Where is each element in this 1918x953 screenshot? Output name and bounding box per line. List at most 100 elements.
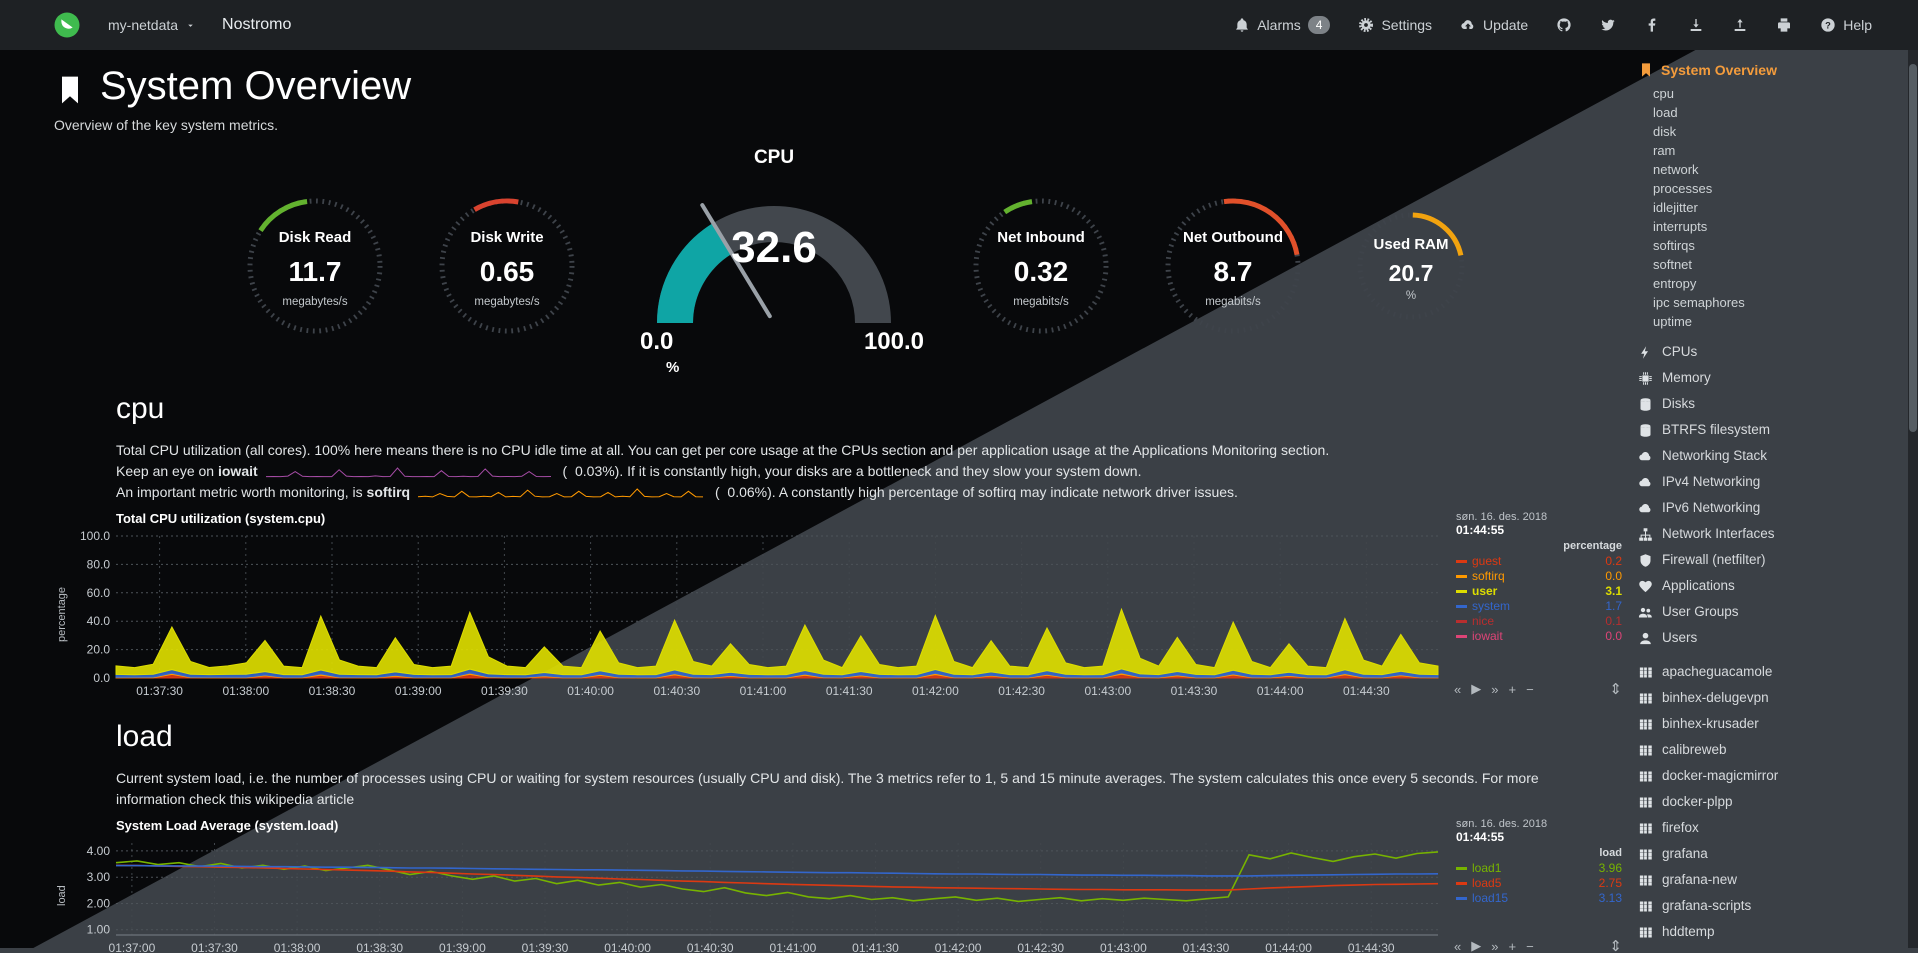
twitter-button[interactable] [1600,17,1616,33]
sidebar-item-firefox[interactable]: firefox [1638,815,1892,841]
sidebar-item-interrupts[interactable]: interrupts [1638,217,1892,236]
sidebar-item-uptime[interactable]: uptime [1638,312,1892,331]
sidebar-item-docker-plpp[interactable]: docker-plpp [1638,789,1892,815]
pan-backward-button[interactable]: « [1454,939,1461,953]
settings-button[interactable]: Settings [1358,17,1432,33]
sidebar-item-firewall-netfilter[interactable]: Firewall (netfilter) [1638,547,1892,573]
sidebar-item-grafana-scripts[interactable]: grafana-scripts [1638,893,1892,919]
sidebar-item-ipv4-networking[interactable]: IPv4 Networking [1638,469,1892,495]
host-dropdown[interactable]: my-netdata [108,17,196,33]
sidebar-item-applications[interactable]: Applications [1638,573,1892,599]
sidebar-item-user-groups[interactable]: User Groups [1638,599,1892,625]
sidebar-item-softnet[interactable]: softnet [1638,255,1892,274]
sidebar-item-system-overview[interactable]: System Overview [1638,62,1892,78]
sidebar-item-grafana-new[interactable]: grafana-new [1638,867,1892,893]
inline-sparkline[interactable] [266,465,551,479]
zoom-out-button[interactable]: − [1526,682,1534,697]
scrollbar-thumb[interactable] [1909,64,1917,432]
sidebar-item-softirqs[interactable]: softirqs [1638,236,1892,255]
pan-forward-button[interactable]: » [1491,682,1498,697]
sidebar-item-memory[interactable]: Memory [1638,365,1892,391]
sidebar-item-users[interactable]: Users [1638,625,1892,651]
svg-text:01:37:30: 01:37:30 [136,684,183,698]
gauge-units: % [666,359,679,376]
sidebar-item-ipc-semaphores[interactable]: ipc semaphores [1638,293,1892,312]
sidebar-item-apacheguacamole[interactable]: apacheguacamole [1638,659,1892,685]
sidebar-item-cpus[interactable]: CPUs [1638,339,1892,365]
netdata-logo[interactable] [52,10,82,40]
gauge-cpu[interactable]: CPU 32.6 0.0 100.0 % [624,147,924,372]
sidebar-item-binhex-delugevpn[interactable]: binhex-delugevpn [1638,685,1892,711]
pan-backward-button[interactable]: « [1454,682,1461,697]
wikipedia-link[interactable]: wikipedia article [255,791,354,807]
legend-swatch [1456,882,1467,885]
play-button[interactable]: ▶ [1471,938,1481,953]
facebook-button[interactable] [1644,17,1660,33]
sidebar-item-network[interactable]: network [1638,160,1892,179]
gauge-title: Net Inbound [966,229,1116,246]
sidebar-item-disk[interactable]: disk [1638,122,1892,141]
resize-handle[interactable]: ⇕ [1609,680,1622,698]
sidebar-item-hddtemp[interactable]: hddtemp [1638,919,1892,945]
help-button[interactable]: ? Help [1820,17,1872,33]
zoom-in-button[interactable]: + [1508,939,1516,953]
chevron-down-icon [185,20,196,31]
sitemap-icon [1638,527,1653,542]
github-icon [1556,17,1572,33]
svg-text:?: ? [1825,20,1831,30]
zoom-out-button[interactable]: − [1526,939,1534,953]
pan-forward-button[interactable]: » [1491,939,1498,953]
sidebar-item-load[interactable]: load [1638,103,1892,122]
import-snapshot-button[interactable] [1732,17,1748,33]
sidebar-item-disks[interactable]: Disks [1638,391,1892,417]
cloud-icon [1638,501,1653,516]
sidebar-item-btrfs-filesystem[interactable]: BTRFS filesystem [1638,417,1892,443]
th-icon [1638,821,1653,836]
legend-value: 0.0 [1605,569,1622,584]
print-button[interactable] [1776,17,1792,33]
load-chart-block: System Load Average (system.load) load 0… [116,818,1716,953]
sidebar-item-binhex-krusader[interactable]: binhex-krusader [1638,711,1892,737]
svg-text:40.0: 40.0 [87,614,111,628]
sidebar-item-cpu[interactable]: cpu [1638,84,1892,103]
legend-swatch [1456,590,1467,593]
cloud-icon [1638,449,1653,464]
brand-title[interactable]: Nostromo [222,16,291,34]
sidebar-item-entropy[interactable]: entropy [1638,274,1892,293]
sidebar-item-calibreweb[interactable]: calibreweb [1638,737,1892,763]
sidebar-item-grafana[interactable]: grafana [1638,841,1892,867]
sidebar-item-ipv6-networking[interactable]: IPv6 Networking [1638,495,1892,521]
resize-handle[interactable]: ⇕ [1609,937,1622,953]
sidebar-item-idlejitter[interactable]: idlejitter [1638,198,1892,217]
section-description: An important metric worth monitoring, is… [116,482,1576,503]
sidebar-item-docker-magicmirror[interactable]: docker-magicmirror [1638,763,1892,789]
sidebar-item-ram[interactable]: ram [1638,141,1892,160]
sidebar-item-networking-stack[interactable]: Networking Stack [1638,443,1892,469]
update-button[interactable]: Update [1460,17,1528,33]
alarms-button[interactable]: Alarms 4 [1234,16,1330,34]
export-snapshot-button[interactable] [1688,17,1704,33]
sidebar-item-processes[interactable]: processes [1638,179,1892,198]
zoom-in-button[interactable]: + [1508,682,1516,697]
play-button[interactable]: ▶ [1471,681,1481,697]
inline-sparkline[interactable] [418,486,703,500]
sidebar-item-network-interfaces[interactable]: Network Interfaces [1638,521,1892,547]
section-description: Total CPU utilization (all cores). 100% … [116,440,1576,461]
github-button[interactable] [1556,17,1572,33]
